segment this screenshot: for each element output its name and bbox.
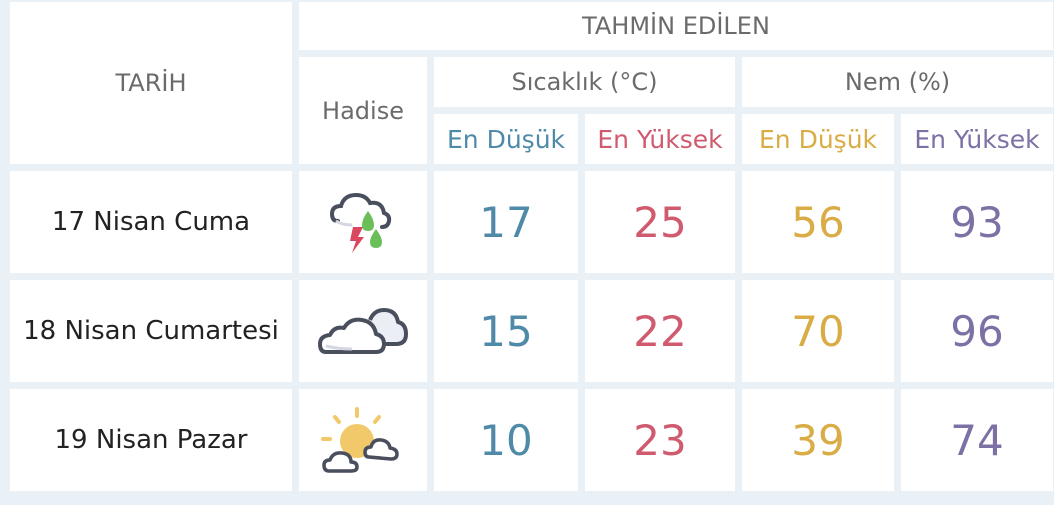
row-date: 18 Nisan Cumartesi (10, 280, 292, 382)
temp-min-value: 10 (434, 389, 578, 491)
hum-min-value: 39 (742, 389, 894, 491)
partly-cloudy-icon (299, 389, 427, 491)
temp-max-header: En Yüksek (585, 114, 735, 164)
hum-max-value: 93 (901, 171, 1053, 273)
temp-min-value: 15 (434, 280, 578, 382)
row-date: 19 Nisan Pazar (10, 389, 292, 491)
forecast-header: TAHMİN EDİLEN (299, 2, 1053, 50)
forecast-table: TARİH Hadise TAHMİN EDİLEN Sıcaklık (°C)… (10, 2, 1053, 491)
humidity-header: Nem (%) (742, 57, 1053, 107)
temperature-header: Sıcaklık (°C) (434, 57, 735, 107)
hum-min-header: En Düşük (742, 114, 894, 164)
thunderstorm-rain-icon (299, 171, 427, 273)
temp-max-value: 25 (585, 171, 735, 273)
row-date: 17 Nisan Cuma (10, 171, 292, 273)
date-header: TARİH (10, 2, 292, 164)
temp-max-value: 22 (585, 280, 735, 382)
temp-min-header: En Düşük (434, 114, 578, 164)
hum-min-value: 56 (742, 171, 894, 273)
temp-max-value: 23 (585, 389, 735, 491)
hum-max-value: 96 (901, 280, 1053, 382)
cloudy-icon (299, 280, 427, 382)
temp-min-value: 17 (434, 171, 578, 273)
hum-max-value: 74 (901, 389, 1053, 491)
event-header: Hadise (299, 57, 427, 164)
hum-min-value: 70 (742, 280, 894, 382)
hum-max-header: En Yüksek (901, 114, 1053, 164)
